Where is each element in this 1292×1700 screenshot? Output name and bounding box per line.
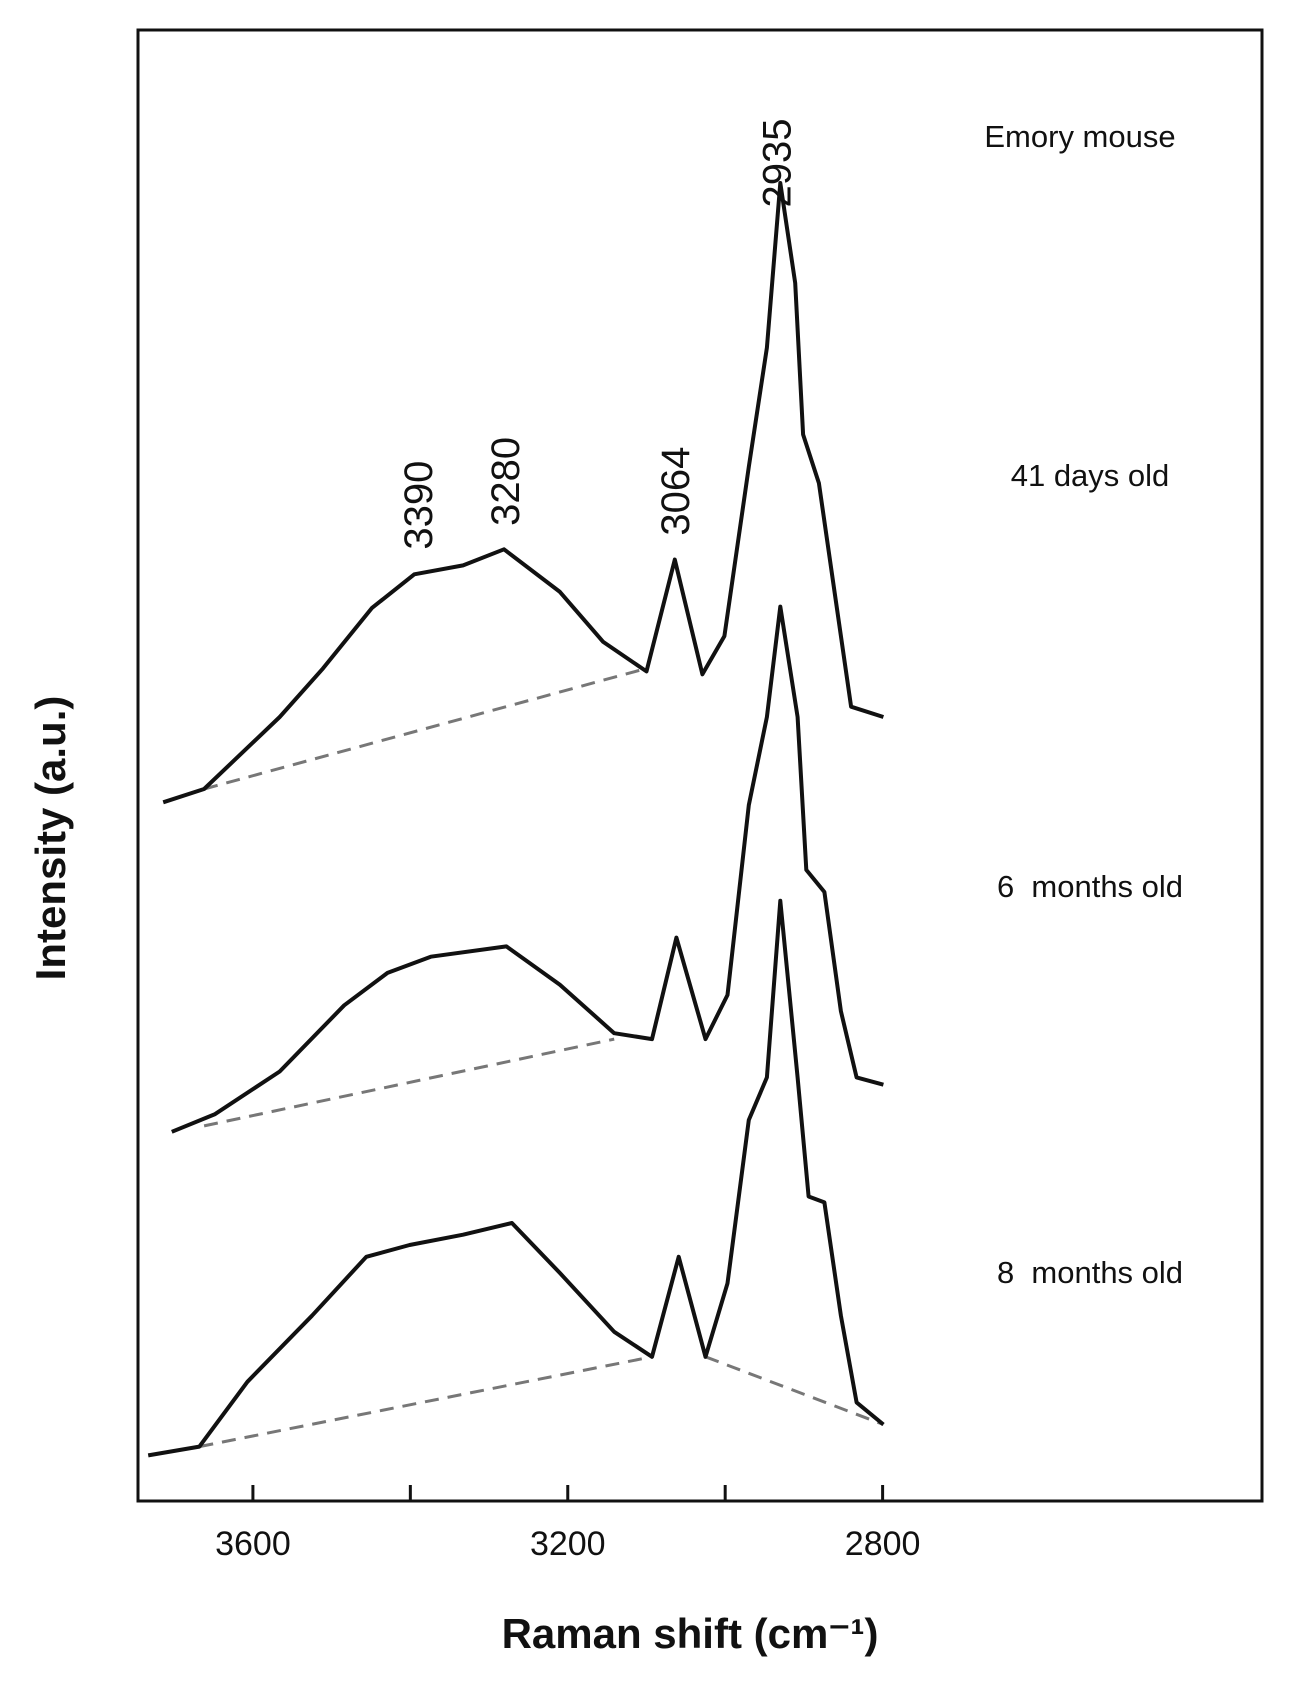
peak-label: 3390 [397, 461, 441, 550]
series-label: 8 months old [997, 1255, 1183, 1290]
peak-label: 3064 [654, 447, 698, 536]
chart-label: Emory mouse [984, 119, 1175, 154]
spectrum-line [162, 181, 885, 805]
peak-label: 3280 [484, 437, 528, 526]
x-axis-title: Raman shift (cm⁻¹) [502, 1610, 879, 1657]
peak-label: 2935 [755, 118, 799, 207]
spectrum-line [171, 604, 884, 1134]
spectrum-line [147, 898, 885, 1458]
plot-frame [136, 28, 1264, 1503]
x-tick-label: 2800 [845, 1525, 921, 1563]
baseline [203, 1037, 615, 1128]
y-axis-title: Intensity (a.u.) [27, 696, 74, 981]
series-label: 6 months old [997, 869, 1183, 904]
x-tick-label: 3200 [530, 1525, 606, 1563]
series-label: 41 days old [1011, 458, 1170, 493]
x-tick-label: 3600 [215, 1525, 291, 1563]
baseline [704, 1355, 884, 1426]
baseline [199, 1355, 653, 1449]
baseline [203, 666, 647, 791]
